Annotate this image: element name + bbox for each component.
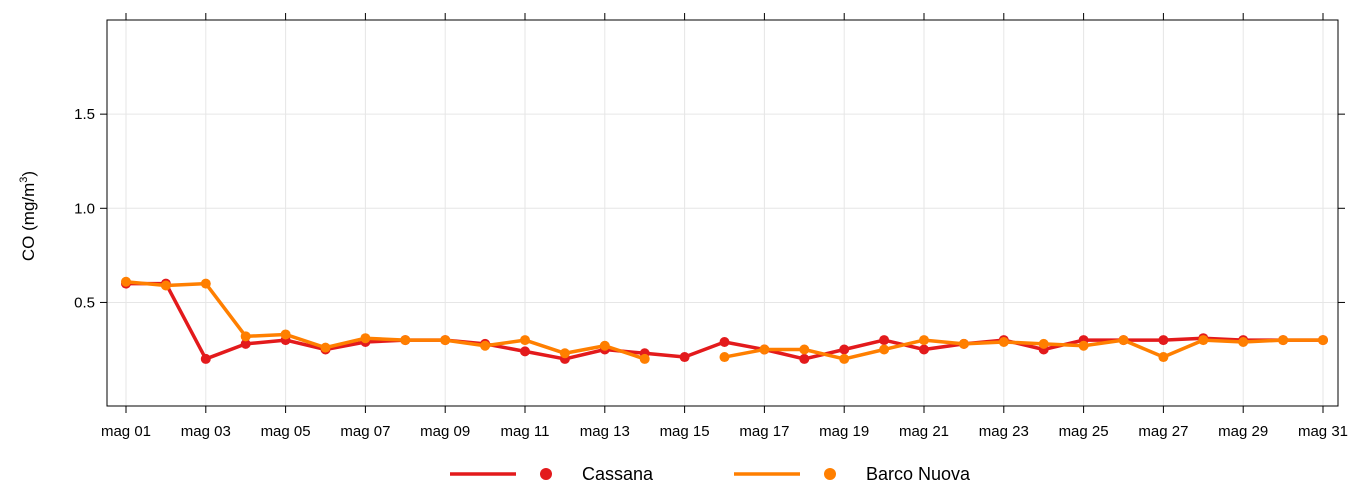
x-tick-label: mag 07 [340, 423, 390, 440]
x-tick-label: mag 27 [1138, 423, 1188, 440]
data-point-barco-nuova [639, 353, 650, 364]
data-point-barco-nuova [1078, 340, 1089, 351]
data-point-barco-nuova [240, 331, 251, 342]
data-point-barco-nuova [440, 335, 451, 346]
y-axis-title-base: CO (mg/m [19, 183, 38, 261]
y-axis-ticks: 0.5 1.0 1.5 [74, 106, 1345, 311]
data-point-barco-nuova [719, 352, 730, 363]
y-axis-title: CO (mg/m3) [18, 171, 38, 261]
data-point-barco-nuova [121, 276, 131, 287]
data-point-barco-nuova [280, 329, 291, 340]
data-point-barco-nuova [998, 336, 1009, 347]
axes [106, 19, 1339, 407]
data-point-barco-nuova [400, 335, 411, 346]
x-tick-label: mag 21 [899, 423, 949, 440]
data-point-cassana [919, 344, 929, 355]
x-tick-label: mag 17 [739, 423, 789, 440]
data-point-cassana [879, 335, 890, 346]
data-point-barco-nuova [1038, 338, 1049, 349]
x-tick-label: mag 23 [979, 423, 1029, 440]
x-tick-label: mag 01 [101, 423, 151, 440]
data-point-barco-nuova [480, 340, 491, 351]
data-point-barco-nuova [1238, 336, 1249, 347]
data-point-barco-nuova [520, 335, 530, 346]
x-tick-label: mag 25 [1059, 423, 1109, 440]
data-point-barco-nuova [320, 342, 331, 353]
x-axis-ticks: mag 01 mag 03 mag 05 mag 07 mag 09 mag 11 mag … [101, 13, 1348, 440]
data-point-barco-nuova [360, 333, 371, 344]
data-point-cassana [799, 353, 810, 364]
x-tick-label: mag 11 [501, 423, 550, 440]
data-point-cassana [240, 338, 251, 349]
data-point-barco-nuova [200, 278, 211, 289]
series-lines [121, 276, 1328, 364]
legend-label-barco-nuova: Barco Nuova [866, 464, 971, 484]
data-point-barco-nuova [160, 280, 171, 291]
legend-marker-cassana [540, 468, 552, 480]
data-point-barco-nuova [1158, 352, 1169, 363]
data-point-barco-nuova [1198, 335, 1209, 346]
series-line-barco-nuova [722, 338, 1325, 361]
data-point-barco-nuova [1278, 335, 1289, 346]
x-tick-label: mag 03 [181, 423, 231, 440]
plot-frame [106, 19, 1339, 407]
x-tick-label: mag 29 [1218, 423, 1268, 440]
y-tick-label: 1.5 [74, 106, 95, 123]
x-tick-label: mag 13 [580, 423, 630, 440]
x-tick-label: mag 05 [261, 423, 311, 440]
legend: Cassana Barco Nuova [450, 464, 971, 484]
data-point-barco-nuova [1318, 335, 1328, 346]
data-point-barco-nuova [759, 344, 770, 355]
x-tick-label: mag 31 [1298, 423, 1348, 440]
x-tick-label: mag 09 [420, 423, 470, 440]
y-axis-title-close: ) [19, 171, 38, 177]
data-point-cassana [1158, 335, 1169, 346]
data-point-cassana [520, 346, 530, 357]
x-tick-label: mag 19 [819, 423, 869, 440]
data-point-barco-nuova [879, 344, 890, 355]
data-point-barco-nuova [799, 344, 810, 355]
data-point-cassana [719, 336, 730, 347]
y-tick-label: 1.0 [74, 200, 95, 217]
data-point-barco-nuova [1118, 335, 1129, 346]
svg-text:CO (mg/m3): CO (mg/m3) [18, 171, 38, 261]
data-point-barco-nuova [919, 335, 929, 346]
data-point-barco-nuova [599, 340, 610, 351]
data-point-cassana [200, 353, 211, 364]
legend-label-cassana: Cassana [582, 464, 654, 484]
y-axis-title-sup: 3 [18, 177, 30, 183]
data-point-barco-nuova [839, 353, 850, 364]
legend-marker-barco-nuova [824, 468, 836, 480]
data-point-barco-nuova [958, 338, 969, 349]
series-line-barco-nuova [124, 279, 647, 361]
y-tick-label: 0.5 [74, 294, 95, 311]
x-tick-label: mag 15 [660, 423, 710, 440]
data-point-cassana [839, 344, 850, 355]
data-point-barco-nuova [559, 348, 570, 359]
data-point-cassana [679, 352, 690, 363]
grid-lines [107, 20, 1338, 406]
